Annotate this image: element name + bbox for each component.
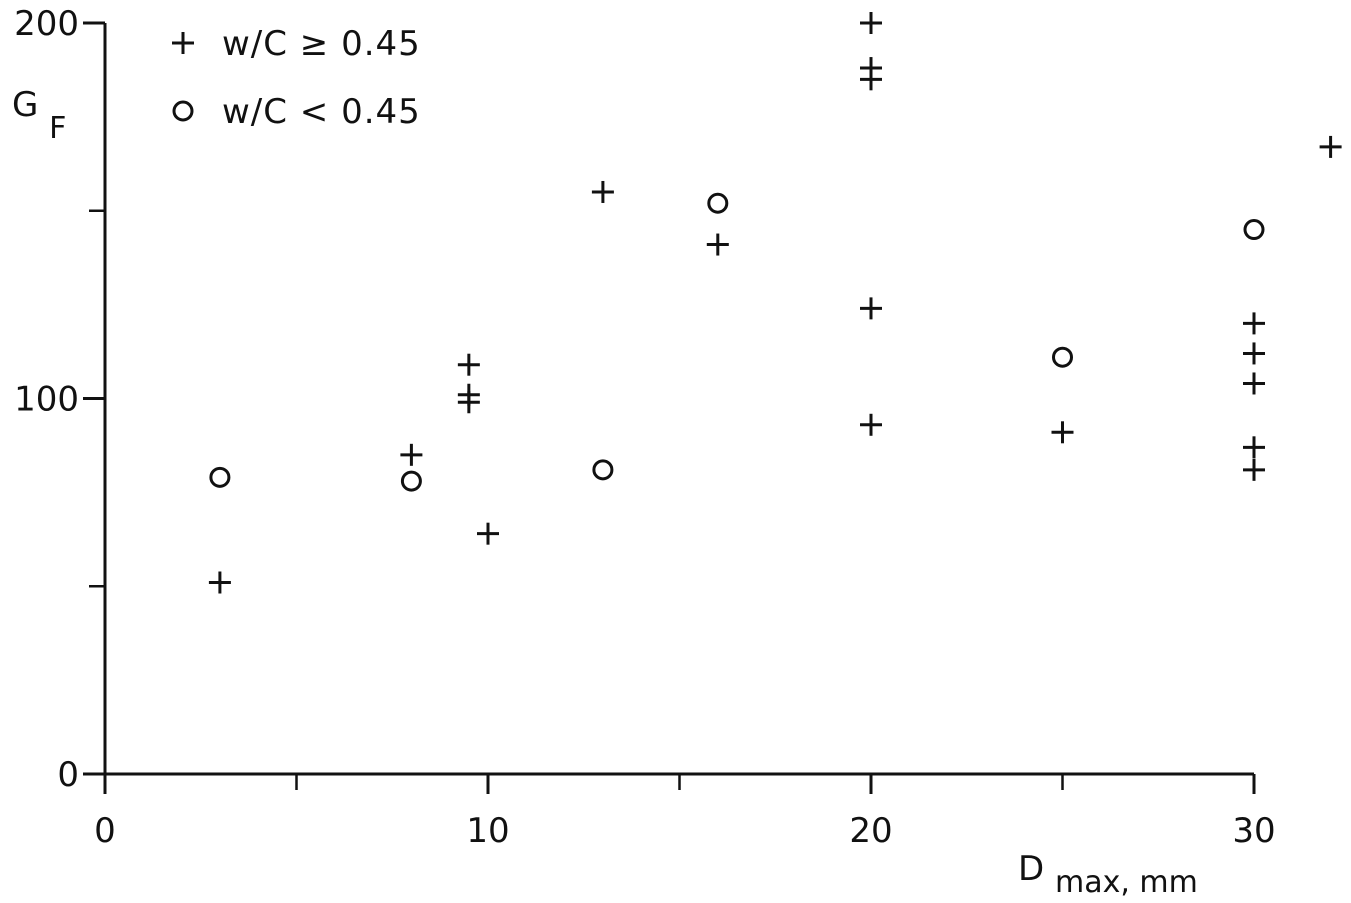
- plus-point: [1243, 372, 1265, 395]
- plus-point: [477, 522, 499, 545]
- axis-ticks: [83, 21, 1256, 794]
- y-axis-title-sub: F: [49, 111, 66, 146]
- series-plus: [208, 12, 1342, 594]
- plus-point: [1319, 135, 1342, 158]
- circle-point: [1243, 219, 1265, 241]
- circle-point: [209, 466, 231, 488]
- legend-item: w/C ≥ 0.45: [172, 24, 421, 64]
- circle-point: [592, 459, 614, 481]
- legend-circle-marker: [172, 100, 194, 122]
- plus-point: [1243, 436, 1265, 459]
- circle-point: [707, 192, 729, 214]
- x-axis-title-sub: max, mm: [1055, 865, 1198, 900]
- y-axis-title-main: G: [12, 85, 38, 125]
- plus-point: [706, 233, 729, 256]
- x-tick-label: 30: [1232, 811, 1275, 851]
- legend-item: w/C < 0.45: [172, 92, 421, 132]
- plus-point: [860, 68, 882, 91]
- y-tick-label: 200: [14, 4, 79, 44]
- plus-point: [1243, 312, 1265, 335]
- x-tick-label: 10: [466, 811, 509, 851]
- axes: [103, 23, 1254, 776]
- x-axis-title-main: D: [1018, 849, 1044, 889]
- plus-point: [591, 180, 614, 203]
- series-circle: [209, 192, 1265, 492]
- axis-tick-labels: 0 10 20 30 0 100 200: [14, 4, 1276, 851]
- legend-label: w/C < 0.45: [222, 92, 421, 132]
- circle-point: [400, 470, 422, 492]
- x-tick-label: 20: [849, 811, 892, 851]
- plus-point: [860, 297, 882, 320]
- y-axis-title: G F: [12, 85, 66, 146]
- data-points: [208, 12, 1342, 594]
- y-tick-label: 100: [14, 380, 79, 420]
- plus-point: [1243, 458, 1265, 481]
- plus-point: [400, 443, 423, 466]
- plus-point: [1243, 342, 1265, 365]
- plus-point: [1051, 421, 1074, 444]
- legend-plus-marker: [172, 32, 194, 54]
- plus-point: [457, 391, 480, 414]
- legend-label: w/C ≥ 0.45: [222, 24, 421, 64]
- plus-point: [208, 571, 231, 594]
- legend: w/C ≥ 0.45 w/C < 0.45: [172, 24, 421, 132]
- x-tick-label: 0: [94, 811, 116, 851]
- x-axis-title: D max, mm: [1018, 849, 1198, 900]
- plus-point: [860, 413, 882, 436]
- plus-point: [457, 353, 480, 376]
- y-tick-label: 0: [57, 755, 79, 795]
- plus-point: [860, 12, 882, 34]
- circle-point: [1052, 346, 1073, 368]
